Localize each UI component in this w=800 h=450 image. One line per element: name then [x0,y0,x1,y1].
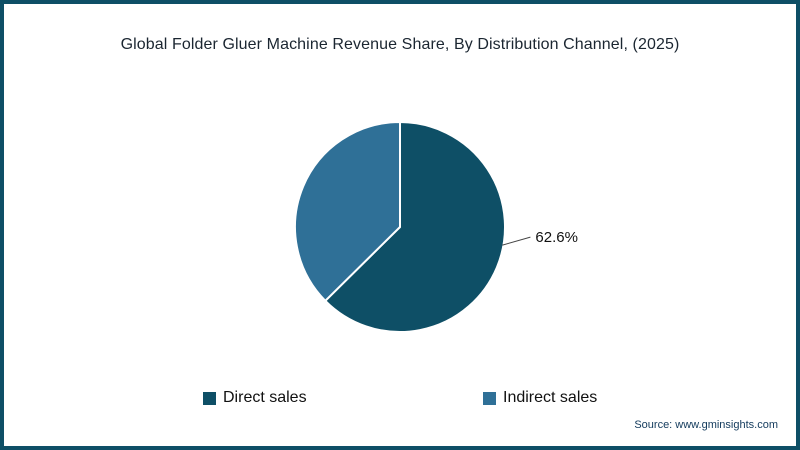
pie-slice-indirect-sales [294,120,401,303]
pie-chart: 62.6% [294,120,578,333]
legend-item-direct-sales: Direct sales [203,389,307,407]
legend-swatch-indirect-sales [483,391,496,405]
chart-title: Global Folder Gluer Machine Revenue Shar… [120,36,680,53]
data-label-direct-sales: 62.6% [535,229,578,246]
legend-item-indirect-sales: Indirect sales [483,389,597,407]
pie-slice-direct-sales [323,120,506,333]
legend-label-indirect-sales: Indirect sales [503,389,598,406]
data-label-leader-line [502,236,531,246]
legend-label-direct-sales: Direct sales [223,389,307,406]
source-attribution: Source: www.gminsights.com [634,419,778,431]
legend-swatch-direct-sales [203,391,216,405]
